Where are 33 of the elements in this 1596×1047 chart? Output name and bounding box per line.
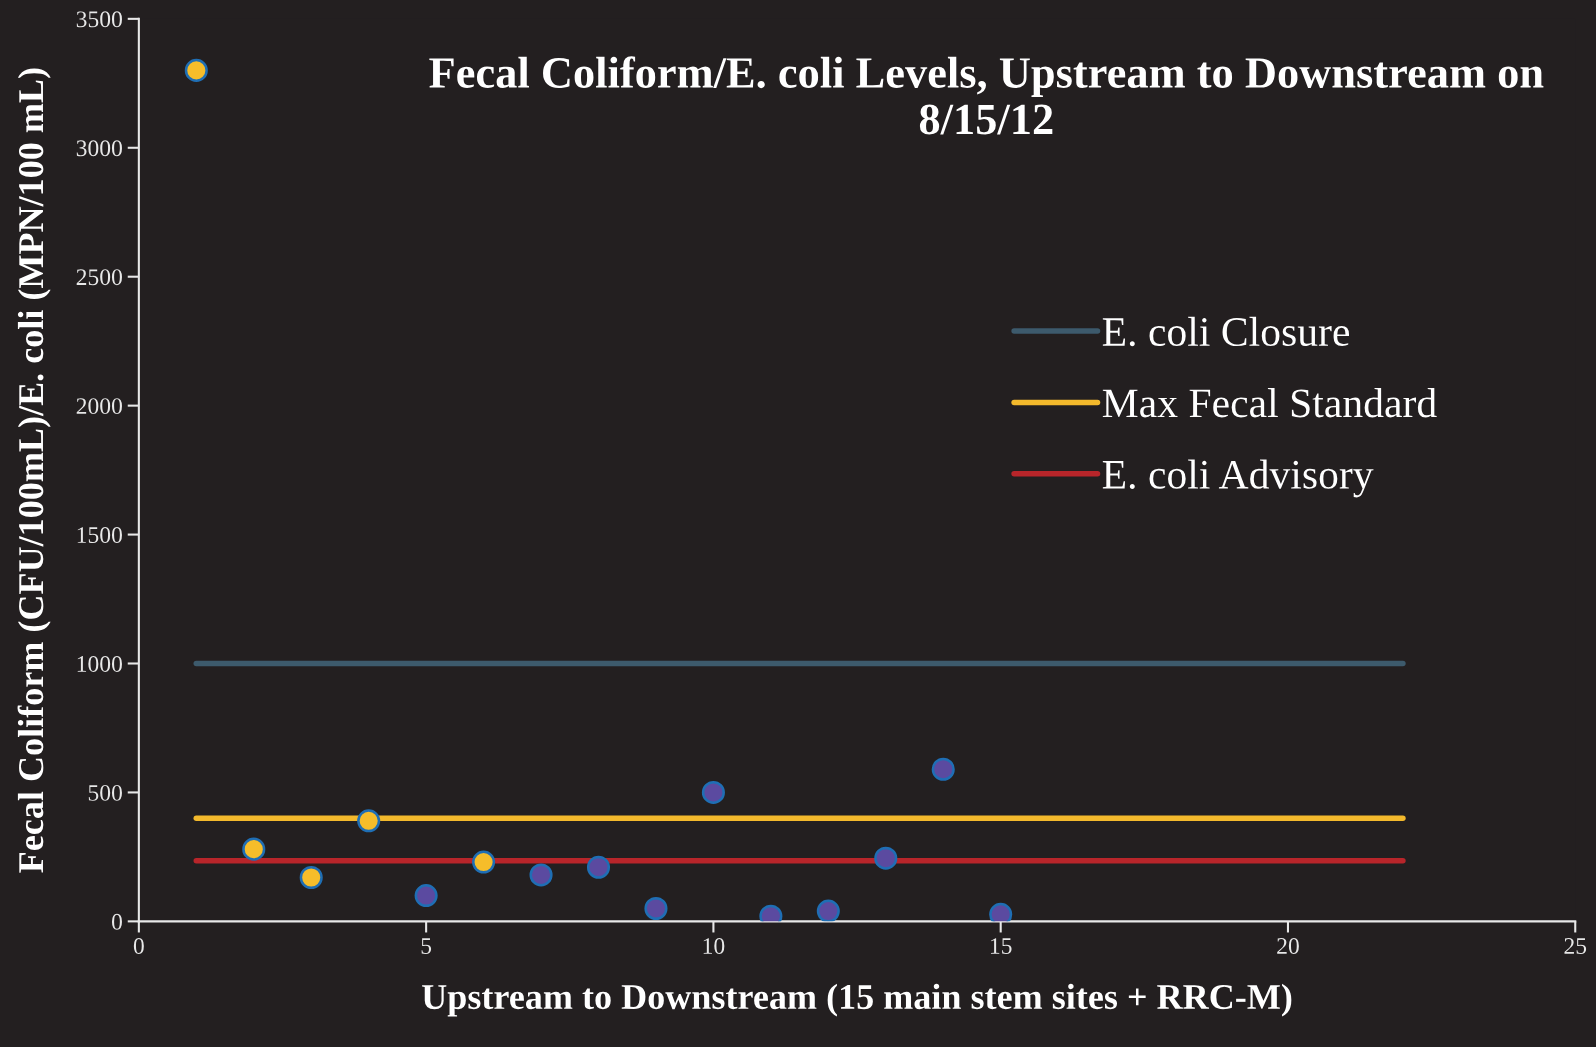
y-axis-title: Fecal Coliform (CFU/100mL)/E. coli (MPN/100 mL) [17, 68, 51, 873]
text: Fecal Coliform/E. coli Levels, Upstream to Downstream on 8/15/12 [429, 56, 1544, 135]
point [242, 837, 266, 861]
x-tick-label: 15 [990, 938, 1012, 954]
legend-label: E. coli Advisory [1102, 459, 1374, 498]
point [472, 850, 496, 874]
y-tick-label: 2000 [76, 398, 122, 415]
legend-label: E. coli Closure [1102, 316, 1349, 347]
y-tick-label: 3500 [76, 11, 122, 28]
x-tick-label: 25 [1564, 938, 1587, 954]
x-tick-label: 10 [703, 938, 725, 954]
point [357, 809, 381, 833]
point [816, 899, 840, 922]
point [931, 757, 955, 781]
x-tick-label: 5 [421, 938, 432, 954]
point [184, 58, 208, 82]
y-tick-label: 500 [88, 784, 122, 801]
y-tick-label: 3000 [76, 140, 122, 157]
point [586, 855, 611, 879]
point [299, 865, 323, 890]
point [874, 846, 898, 870]
point [529, 863, 553, 887]
y-tick-label: 1500 [77, 527, 122, 543]
x-axis-title: Upstream to Downstream (15 main stem sites + RRC-M) [422, 983, 1292, 1017]
x-tick-label: 20 [1277, 938, 1299, 954]
y-tick-label: 1000 [77, 655, 122, 672]
legend-label: Max Fecal Standard [1102, 388, 1437, 418]
x-tick-label: 0 [133, 938, 144, 954]
y-tick-label: 2500 [76, 269, 122, 286]
point [701, 780, 725, 804]
y-tick-label: 0 [111, 913, 122, 930]
point [644, 896, 668, 921]
point [414, 884, 438, 908]
